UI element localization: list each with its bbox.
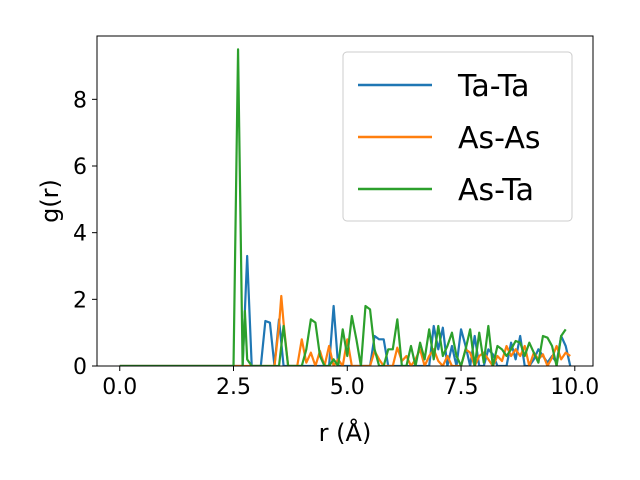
legend-box (342, 51, 573, 222)
x-tick-label: 10.0 (550, 375, 599, 400)
legend-label-ta-ta: Ta-Ta (457, 69, 530, 104)
x-tick-label: 7.5 (444, 375, 479, 400)
legend: Ta-Ta As-As As-Ta (342, 51, 573, 222)
x-axis: 0.0 2.5 5.0 7.5 10.0 (102, 366, 599, 400)
y-tick-label: 4 (73, 222, 87, 247)
series-layer (119, 48, 572, 366)
y-tick-label: 2 (73, 288, 87, 313)
y-tick-label: 8 (73, 88, 87, 113)
legend-label-as-ta: As-Ta (458, 173, 534, 208)
y-axis-title: g(r) (36, 179, 64, 223)
x-axis-title: r (Å) (319, 418, 372, 447)
series-line-as-ta (119, 48, 567, 366)
x-tick-label: 2.5 (216, 375, 251, 400)
series-line-as-as (119, 294, 571, 366)
plot-frame (96, 35, 594, 367)
y-tick-label: 0 (73, 355, 87, 380)
y-tick-label: 6 (73, 155, 87, 180)
x-tick-label: 5.0 (330, 375, 365, 400)
y-axis: 0 2 4 6 8 (73, 88, 97, 380)
x-tick-label: 0.0 (102, 375, 137, 400)
legend-label-as-as: As-As (458, 121, 540, 156)
